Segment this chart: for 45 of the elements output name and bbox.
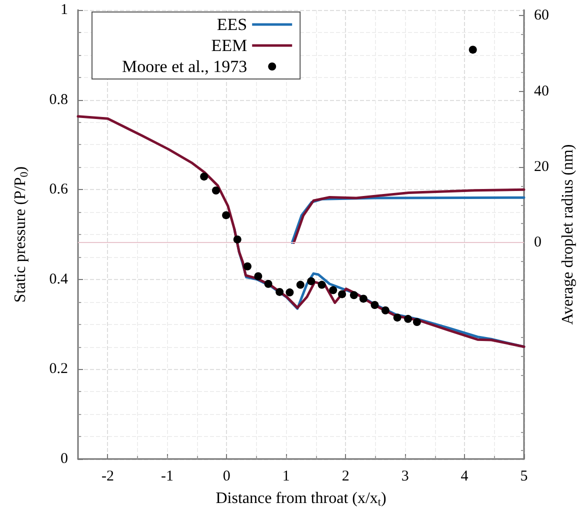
y2-tick-label: 60 <box>534 8 549 24</box>
y-tick-label: 0.8 <box>49 92 68 108</box>
point <box>243 262 252 270</box>
point <box>200 172 208 181</box>
y2-tick-label: 20 <box>534 158 549 175</box>
x-tick-label: 4 <box>460 468 469 484</box>
point <box>212 186 220 194</box>
y-tick-label: 1 <box>60 2 68 18</box>
point <box>286 288 294 296</box>
point <box>254 272 262 280</box>
y-tick-label: 0 <box>60 451 68 467</box>
y-tick-label: 0.6 <box>49 182 68 198</box>
point <box>296 280 304 289</box>
point <box>222 211 230 220</box>
point <box>264 280 272 288</box>
y-tick-label: 0.4 <box>49 271 68 288</box>
point <box>381 306 390 314</box>
y2-axis-title: Average droplet radius (nm) <box>560 144 576 325</box>
point <box>350 291 358 300</box>
x-tick-label: 1 <box>282 468 290 484</box>
point <box>359 294 368 303</box>
legend-label: Moore et al., 1973 <box>122 57 248 76</box>
x-tick-label: 5 <box>520 468 528 484</box>
x-tick-label: 0 <box>222 468 230 484</box>
y2-tick-label: 40 <box>534 83 549 100</box>
point <box>393 314 402 322</box>
point <box>233 235 242 244</box>
y2-tick-label: 0 <box>534 234 542 251</box>
point <box>276 288 284 296</box>
legend-label: EES <box>216 15 248 34</box>
point <box>307 277 316 286</box>
point <box>412 318 421 326</box>
x-tick-label: 2 <box>342 468 350 484</box>
x-tick-label: 3 <box>401 468 409 484</box>
legend-label: EEM <box>211 36 248 55</box>
y-tick-label: 0.2 <box>49 361 68 378</box>
x-tick-label: -1 <box>160 468 174 484</box>
point <box>370 300 379 309</box>
point <box>338 290 346 298</box>
point <box>329 286 338 294</box>
y-axis-title: Static pressure (P/P0) <box>12 166 30 303</box>
line-series <box>76 115 526 348</box>
x-tick-label: -2 <box>101 468 114 484</box>
point <box>404 314 412 323</box>
point <box>318 280 326 289</box>
